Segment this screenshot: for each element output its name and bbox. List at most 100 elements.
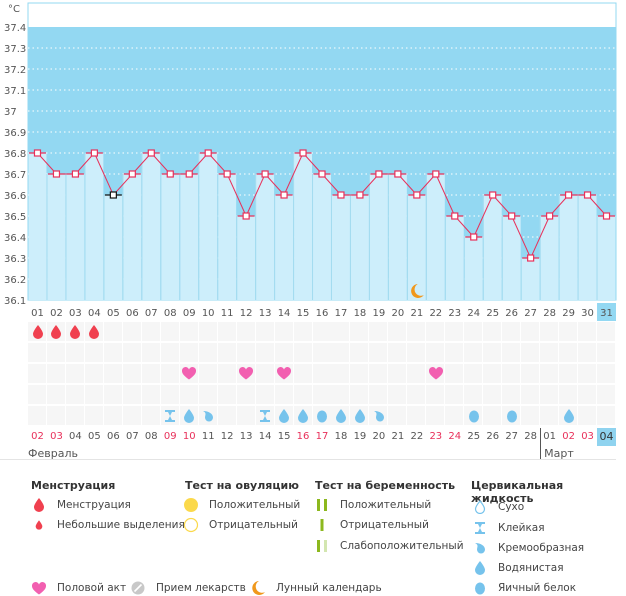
grid-cell-pregnancy_test[interactable] [350, 385, 369, 404]
x-tick-label[interactable]: 01 [31, 308, 44, 319]
grid-cell-ovulation_test[interactable] [597, 343, 616, 362]
calendar-date[interactable]: 10 [182, 431, 196, 442]
calendar-date[interactable]: 26 [486, 431, 500, 442]
temperature-point[interactable] [508, 212, 516, 220]
grid-cell-pregnancy_test[interactable] [122, 385, 141, 404]
calendar-date[interactable]: 25 [467, 431, 481, 442]
grid-cell-pregnancy_test[interactable] [597, 385, 616, 404]
grid-cell-pregnancy_test[interactable] [103, 385, 122, 404]
grid-cell-pregnancy_test[interactable] [483, 385, 502, 404]
grid-cell-cervical_fluid[interactable] [84, 406, 103, 425]
x-tick-label[interactable]: 13 [259, 308, 272, 319]
x-tick-label[interactable]: 10 [202, 308, 215, 319]
temperature-point[interactable] [242, 212, 250, 220]
grid-cell-menstruation[interactable] [274, 322, 293, 341]
temperature-points[interactable] [29, 149, 615, 262]
grid-cell-ovulation_test[interactable] [84, 343, 103, 362]
grid-cell-intercourse[interactable] [464, 364, 483, 383]
grid-cell-menstruation[interactable] [483, 322, 502, 341]
grid-cell-pregnancy_test[interactable] [160, 385, 179, 404]
calendar-date[interactable]: 15 [277, 431, 291, 442]
temperature-point[interactable] [33, 149, 42, 157]
x-tick-label[interactable]: 20 [392, 308, 405, 319]
grid-cell-menstruation[interactable] [103, 322, 122, 341]
x-tick-label[interactable]: 14 [278, 308, 291, 319]
temperature-point[interactable] [147, 149, 155, 157]
x-tick-label[interactable]: 07 [145, 308, 158, 319]
grid-cell-intercourse[interactable] [293, 364, 312, 383]
calendar-date[interactable]: 20 [372, 431, 386, 442]
grid-cell-ovulation_test[interactable] [426, 343, 445, 362]
grid-cell-menstruation[interactable] [122, 322, 141, 341]
x-tick-label[interactable]: 22 [429, 308, 442, 319]
x-tick-label[interactable]: 17 [335, 308, 348, 319]
grid-cell-menstruation[interactable] [502, 322, 521, 341]
grid-cell-ovulation_test[interactable] [312, 343, 331, 362]
grid-cell-cervical_fluid[interactable] [426, 406, 445, 425]
grid-cell-menstruation[interactable] [160, 322, 179, 341]
temperature-point[interactable] [299, 149, 307, 157]
temperature-point[interactable] [261, 170, 269, 178]
grid-cell-intercourse[interactable] [103, 364, 122, 383]
grid-cell-intercourse[interactable] [369, 364, 388, 383]
grid-cell-cervical_fluid[interactable] [597, 406, 616, 425]
grid-cell-pregnancy_test[interactable] [312, 385, 331, 404]
calendar-date[interactable]: 06 [106, 431, 120, 442]
temperature-point[interactable] [451, 212, 459, 220]
temperature-point[interactable] [546, 212, 554, 220]
grid-cell-cervical_fluid[interactable] [103, 406, 122, 425]
x-tick-label[interactable]: 15 [297, 308, 310, 319]
calendar-date[interactable]: 01 [543, 431, 556, 442]
grid-cell-pregnancy_test[interactable] [141, 385, 160, 404]
calendar-date[interactable]: 02 [562, 431, 575, 442]
grid-cell-ovulation_test[interactable] [160, 343, 179, 362]
grid-cell-ovulation_test[interactable] [483, 343, 502, 362]
grid-cell-pregnancy_test[interactable] [179, 385, 198, 404]
grid-cell-menstruation[interactable] [540, 322, 559, 341]
x-tick-label[interactable]: 26 [505, 308, 518, 319]
grid-cell-pregnancy_test[interactable] [236, 385, 255, 404]
grid-cell-ovulation_test[interactable] [464, 343, 483, 362]
grid-cell-intercourse[interactable] [407, 364, 426, 383]
grid-cell-menstruation[interactable] [521, 322, 540, 341]
grid-cell-pregnancy_test[interactable] [217, 385, 236, 404]
grid-cell-intercourse[interactable] [597, 364, 616, 383]
grid-cell-cervical_fluid[interactable] [141, 406, 160, 425]
temperature-point[interactable] [185, 170, 193, 178]
grid-cell-ovulation_test[interactable] [331, 343, 350, 362]
grid-cell-pregnancy_test[interactable] [426, 385, 445, 404]
temperature-point[interactable] [109, 191, 117, 199]
grid-cell-menstruation[interactable] [388, 322, 407, 341]
temperature-point[interactable] [356, 191, 364, 199]
grid-cell-pregnancy_test[interactable] [369, 385, 388, 404]
grid-cell-intercourse[interactable] [483, 364, 502, 383]
x-tick-label[interactable]: 25 [486, 308, 499, 319]
calendar-date[interactable]: 14 [258, 431, 272, 442]
grid-cell-pregnancy_test[interactable] [198, 385, 217, 404]
grid-cell-ovulation_test[interactable] [369, 343, 388, 362]
x-tick-label[interactable]: 23 [448, 308, 461, 319]
calendar-date[interactable]: 05 [88, 431, 101, 442]
x-tick-label[interactable]: 29 [562, 308, 575, 319]
grid-cell-ovulation_test[interactable] [350, 343, 369, 362]
grid-cell-ovulation_test[interactable] [388, 343, 407, 362]
grid-cell-ovulation_test[interactable] [179, 343, 198, 362]
grid-cell-cervical_fluid[interactable] [407, 406, 426, 425]
grid-cell-pregnancy_test[interactable] [65, 385, 84, 404]
grid-cell-intercourse[interactable] [122, 364, 141, 383]
x-tick-label[interactable]: 06 [126, 308, 139, 319]
grid-cell-cervical_fluid[interactable] [236, 406, 255, 425]
x-tick-label[interactable]: 08 [164, 308, 177, 319]
grid-cell-pregnancy_test[interactable] [502, 385, 521, 404]
grid-cell-intercourse[interactable] [255, 364, 274, 383]
grid-cell-intercourse[interactable] [312, 364, 331, 383]
grid-cell-menstruation[interactable] [578, 322, 597, 341]
grid-cell-ovulation_test[interactable] [65, 343, 84, 362]
x-tick-label[interactable]: 21 [410, 308, 423, 319]
grid-cell-ovulation_test[interactable] [293, 343, 312, 362]
x-tick-label[interactable]: 09 [183, 308, 196, 319]
x-tick-label[interactable]: 18 [354, 308, 367, 319]
grid-cell-pregnancy_test[interactable] [293, 385, 312, 404]
grid-cell-intercourse[interactable] [331, 364, 350, 383]
grid-cell-cervical_fluid[interactable] [122, 406, 141, 425]
